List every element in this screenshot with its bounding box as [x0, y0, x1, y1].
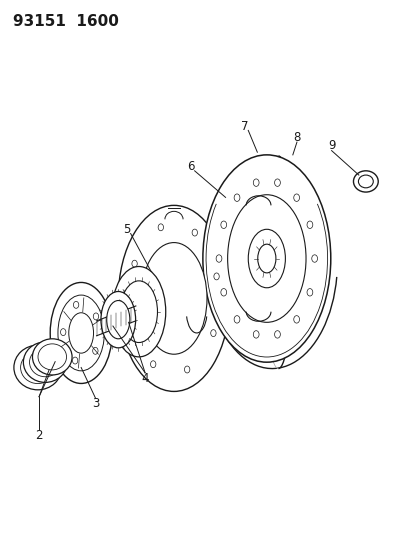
- Circle shape: [234, 316, 239, 323]
- Ellipse shape: [14, 345, 62, 390]
- Circle shape: [184, 366, 190, 373]
- Text: 2: 2: [35, 429, 43, 441]
- Circle shape: [253, 179, 259, 187]
- Ellipse shape: [118, 205, 229, 391]
- Text: 4: 4: [141, 372, 149, 385]
- Ellipse shape: [69, 313, 93, 353]
- Ellipse shape: [32, 339, 72, 375]
- Text: 5: 5: [123, 223, 130, 236]
- Circle shape: [60, 329, 66, 336]
- Circle shape: [158, 224, 163, 231]
- Circle shape: [93, 313, 98, 320]
- Text: 7: 7: [241, 120, 248, 133]
- Circle shape: [72, 357, 78, 364]
- Circle shape: [274, 179, 280, 187]
- Circle shape: [220, 221, 226, 229]
- Ellipse shape: [107, 301, 130, 339]
- Circle shape: [132, 260, 137, 267]
- Ellipse shape: [120, 281, 157, 343]
- Circle shape: [306, 221, 312, 229]
- Ellipse shape: [202, 155, 330, 362]
- Circle shape: [253, 330, 259, 338]
- Text: 3: 3: [92, 397, 99, 410]
- Circle shape: [93, 348, 98, 354]
- Circle shape: [150, 361, 156, 368]
- Circle shape: [293, 316, 299, 323]
- Circle shape: [192, 229, 197, 236]
- Ellipse shape: [248, 229, 285, 288]
- Ellipse shape: [50, 282, 112, 383]
- Ellipse shape: [227, 195, 305, 322]
- Ellipse shape: [353, 171, 377, 192]
- Circle shape: [214, 273, 219, 280]
- Ellipse shape: [58, 295, 104, 371]
- Text: 9: 9: [327, 139, 335, 152]
- Ellipse shape: [101, 292, 135, 348]
- Circle shape: [73, 301, 78, 308]
- Ellipse shape: [38, 344, 66, 370]
- Circle shape: [293, 194, 299, 201]
- Ellipse shape: [358, 175, 373, 188]
- Ellipse shape: [23, 342, 67, 382]
- Text: 93151  1600: 93151 1600: [13, 14, 119, 29]
- Circle shape: [128, 317, 134, 324]
- Ellipse shape: [141, 243, 206, 354]
- Circle shape: [216, 255, 221, 262]
- Ellipse shape: [112, 266, 165, 357]
- Circle shape: [274, 330, 280, 338]
- Text: 6: 6: [186, 160, 194, 173]
- Ellipse shape: [29, 348, 61, 377]
- Circle shape: [306, 288, 312, 296]
- Circle shape: [220, 288, 226, 296]
- Circle shape: [210, 330, 216, 336]
- Circle shape: [311, 255, 317, 262]
- Ellipse shape: [257, 244, 275, 273]
- Circle shape: [234, 194, 239, 201]
- Ellipse shape: [21, 351, 55, 384]
- Text: 8: 8: [292, 131, 300, 144]
